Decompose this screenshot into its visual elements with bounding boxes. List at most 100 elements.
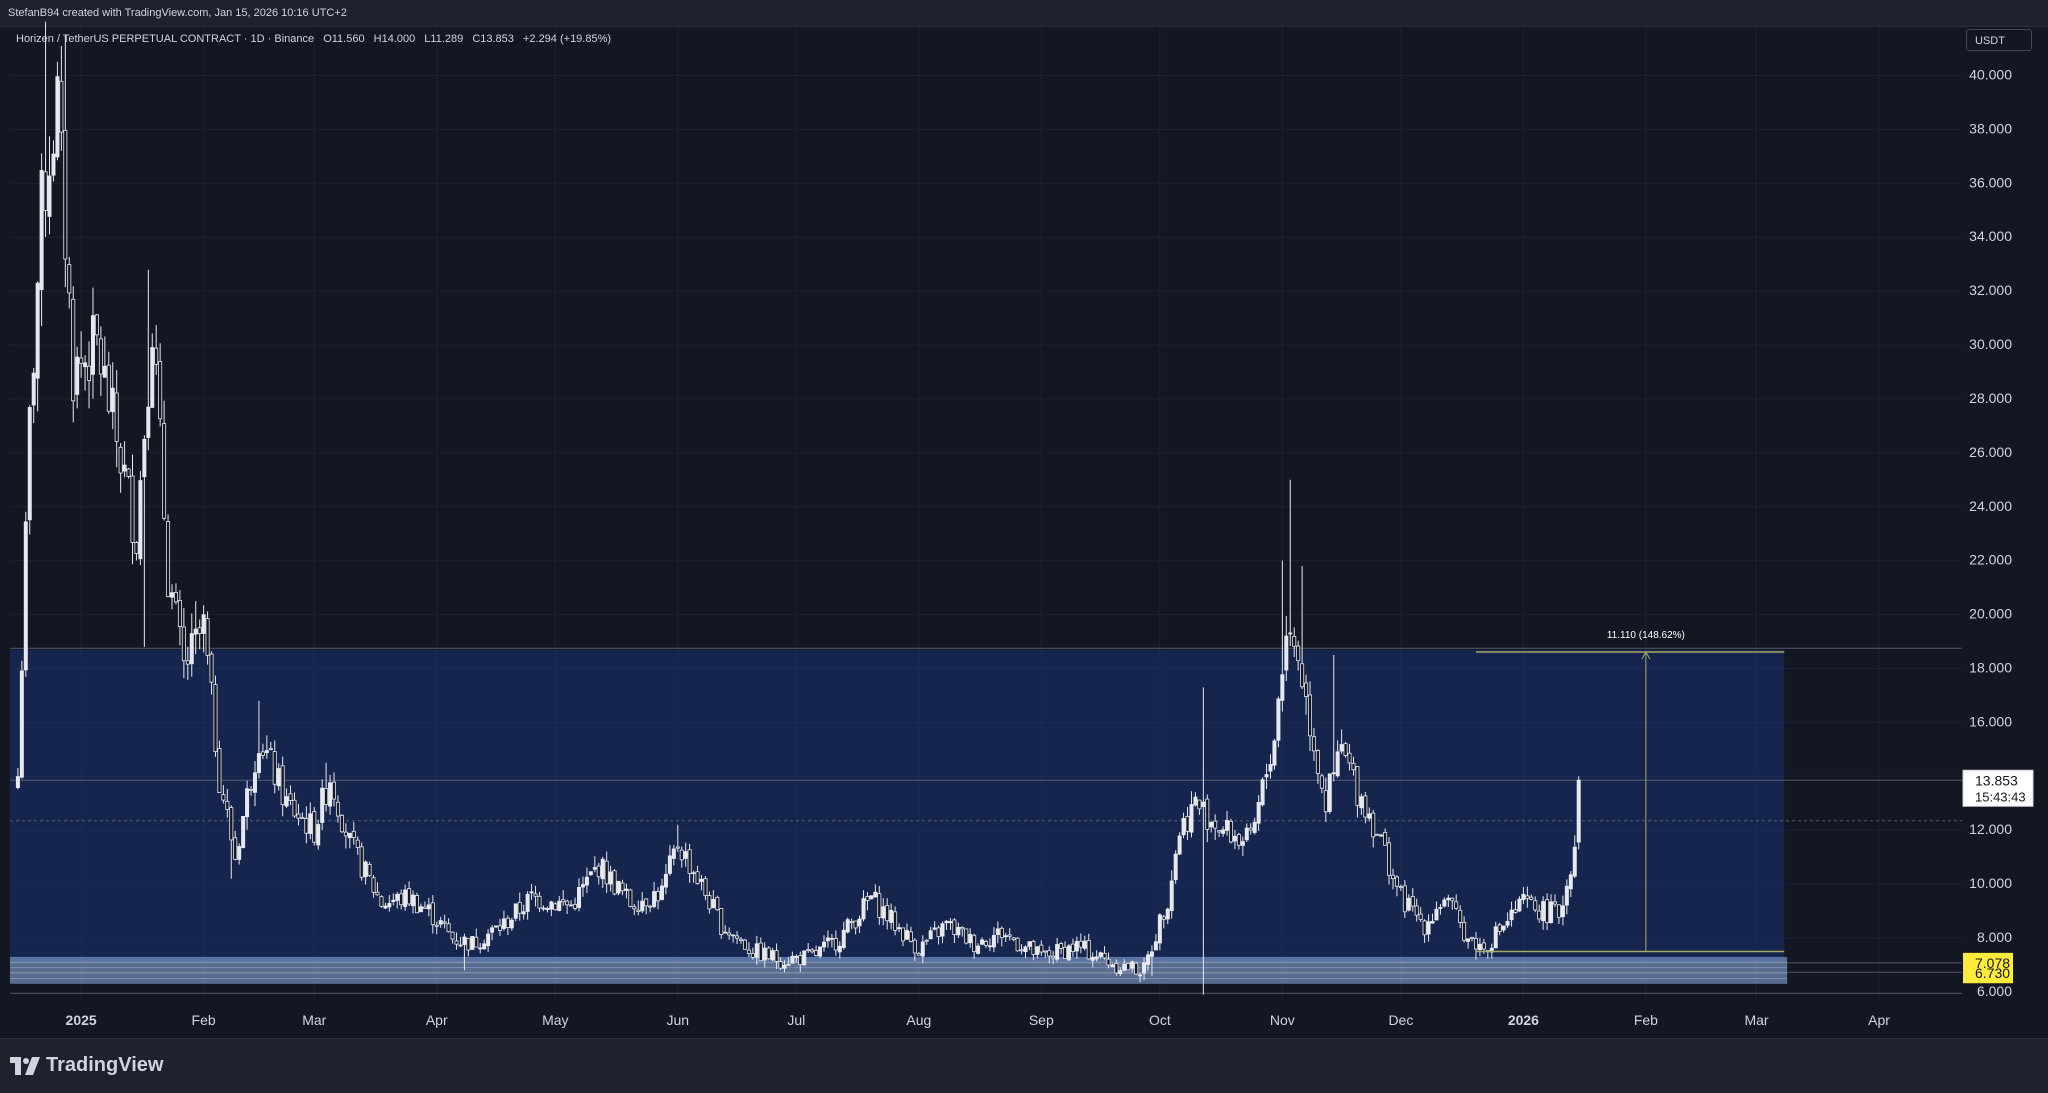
candle-down [695,871,700,884]
candle-down [1351,763,1356,771]
candle-up [51,153,56,176]
candle-down [339,814,344,833]
candle-up [600,858,605,880]
candle-up [897,927,902,930]
candle-up [1268,764,1273,772]
candle-down [1011,937,1016,941]
candle-up [347,832,352,839]
price-tick-label: 32.000 [1969,282,2012,298]
candle-up [237,846,242,860]
price-tick-label: 36.000 [1969,174,2012,190]
candle-up [723,931,728,934]
candle-down [1414,905,1419,916]
candle-up [1142,962,1147,974]
candle-down [814,950,819,956]
candle-up [31,372,36,406]
symbol-name[interactable]: Horizen / TetherUS PERPETUAL CONTRACT · … [16,33,315,45]
candle-up [1173,853,1178,881]
candle-down [561,899,566,903]
price-tick-label: 18.000 [1969,659,2012,675]
candle-up [150,347,155,408]
candle-up [980,939,985,945]
candle-down [134,542,139,554]
candle-down [304,818,309,834]
candle-up [928,930,933,940]
candle-up [671,848,676,859]
candle-down [1047,950,1052,957]
candle-up [1339,744,1344,752]
candle-up [529,891,534,894]
candle-up [577,886,582,908]
candle-up [1288,632,1293,635]
candle-down [1185,816,1190,832]
candle-up [320,787,325,823]
candle-up [241,816,246,848]
time-tick-label: 2026 [1508,1012,1539,1028]
candle-down [1371,812,1376,838]
candle-down [205,618,210,656]
candle-down [1553,901,1558,905]
candle-down [1228,820,1233,843]
candle-up [580,884,585,888]
candle-up [1074,941,1079,952]
candle-down [1031,940,1036,955]
candle-down [679,849,684,861]
candle-down [324,788,329,805]
tradingview-logo[interactable]: TradingView [10,1054,163,1077]
attribution-text: StefanB94 created with TradingView.com, … [8,7,347,19]
candle-up [881,906,886,919]
candle-down [1106,958,1111,966]
candle-up [501,918,506,929]
candle-down [628,889,633,907]
candle-up [486,933,491,947]
candle-down [537,895,542,909]
candle-down [1375,833,1380,836]
candle-up [438,920,443,925]
candle-up [1094,956,1099,960]
symbol-legend[interactable]: Horizen / TetherUS PERPETUAL CONTRACT · … [16,33,617,45]
candle-up [1209,821,1214,828]
price-tick-label: 30.000 [1969,336,2012,352]
candle-down [209,653,214,683]
time-tick-label: Apr [1868,1012,1890,1028]
candle-up [940,923,945,937]
candle-up [991,935,996,948]
currency-selector[interactable]: USDT [1966,29,2032,51]
candle-down [806,949,811,951]
candle-up [731,934,736,937]
candle-down [1019,949,1024,952]
candle-up [470,936,475,950]
candle-down [687,849,692,874]
candle-down [1114,962,1119,974]
candle-up [1098,952,1103,957]
candle-down [280,765,285,806]
candle-up [616,880,621,894]
candle-down [1394,876,1399,887]
candle-up [1280,674,1285,701]
candle-down [533,893,538,897]
candle-up [987,945,992,948]
candle-up [1260,779,1265,806]
price-tick-label: 8.000 [1977,929,2012,945]
candle-down [213,684,218,752]
candle-up [122,464,127,472]
candle-up [663,873,668,888]
candle-up [1568,874,1573,890]
candle-down [130,475,135,543]
candle-down [343,831,348,837]
candle-down [656,891,661,902]
candle-down [766,947,771,960]
candle-down [1197,799,1202,810]
candle-up [170,592,175,598]
candle-up [458,944,463,947]
candle-up [1335,751,1340,777]
candle-up [1284,635,1289,671]
candle-up [245,788,250,818]
candle-down [1086,940,1091,960]
candle-down [885,905,890,922]
candle-down [739,938,744,941]
time-tick-label: Feb [1634,1012,1658,1028]
candle-down [604,860,609,885]
candle-up [659,885,664,900]
